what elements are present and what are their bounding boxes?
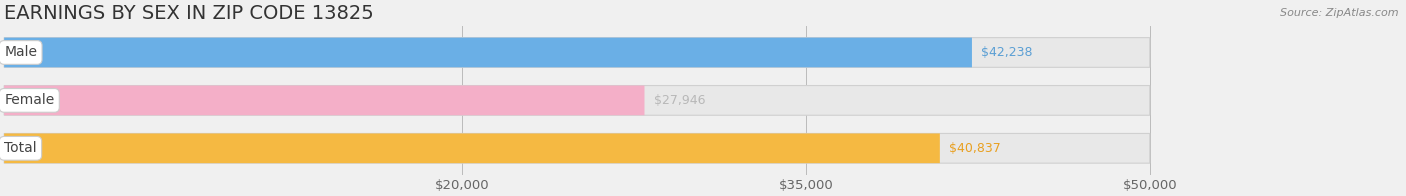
Text: $27,946: $27,946 bbox=[654, 94, 706, 107]
Text: $40,837: $40,837 bbox=[949, 142, 1001, 155]
FancyBboxPatch shape bbox=[4, 133, 1150, 163]
Text: Total: Total bbox=[4, 141, 37, 155]
FancyBboxPatch shape bbox=[4, 85, 1150, 115]
Text: EARNINGS BY SEX IN ZIP CODE 13825: EARNINGS BY SEX IN ZIP CODE 13825 bbox=[4, 4, 374, 23]
FancyBboxPatch shape bbox=[4, 38, 1150, 67]
Text: $42,238: $42,238 bbox=[981, 46, 1032, 59]
Text: Source: ZipAtlas.com: Source: ZipAtlas.com bbox=[1281, 8, 1399, 18]
Text: Male: Male bbox=[4, 45, 37, 59]
FancyBboxPatch shape bbox=[4, 85, 644, 115]
FancyBboxPatch shape bbox=[4, 133, 939, 163]
Text: Female: Female bbox=[4, 93, 55, 107]
FancyBboxPatch shape bbox=[4, 38, 972, 67]
